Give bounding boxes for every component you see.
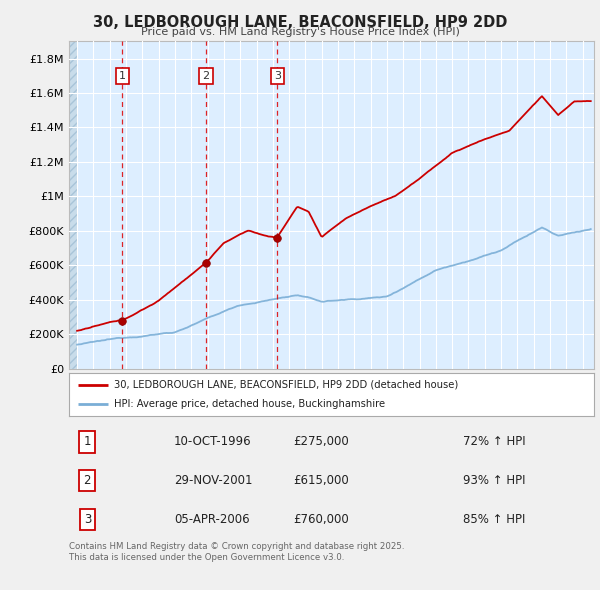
Text: 3: 3 xyxy=(83,513,91,526)
Text: 72% ↑ HPI: 72% ↑ HPI xyxy=(463,435,526,448)
Text: £615,000: £615,000 xyxy=(293,474,349,487)
Text: Price paid vs. HM Land Registry's House Price Index (HPI): Price paid vs. HM Land Registry's House … xyxy=(140,27,460,37)
Text: 85% ↑ HPI: 85% ↑ HPI xyxy=(463,513,525,526)
Text: £275,000: £275,000 xyxy=(293,435,349,448)
Text: HPI: Average price, detached house, Buckinghamshire: HPI: Average price, detached house, Buck… xyxy=(113,399,385,409)
Text: 3: 3 xyxy=(274,71,281,81)
Text: Contains HM Land Registry data © Crown copyright and database right 2025.
This d: Contains HM Land Registry data © Crown c… xyxy=(69,542,404,562)
Text: 2: 2 xyxy=(83,474,91,487)
Bar xyxy=(69,41,77,369)
Text: 1: 1 xyxy=(119,71,126,81)
Text: 05-APR-2006: 05-APR-2006 xyxy=(174,513,250,526)
Text: 29-NOV-2001: 29-NOV-2001 xyxy=(174,474,253,487)
Text: 30, LEDBOROUGH LANE, BEACONSFIELD, HP9 2DD (detached house): 30, LEDBOROUGH LANE, BEACONSFIELD, HP9 2… xyxy=(113,380,458,390)
Text: 10-OCT-1996: 10-OCT-1996 xyxy=(174,435,251,448)
Text: 93% ↑ HPI: 93% ↑ HPI xyxy=(463,474,525,487)
Text: 30, LEDBOROUGH LANE, BEACONSFIELD, HP9 2DD: 30, LEDBOROUGH LANE, BEACONSFIELD, HP9 2… xyxy=(93,15,507,30)
Text: £760,000: £760,000 xyxy=(293,513,349,526)
Text: 1: 1 xyxy=(83,435,91,448)
Text: 2: 2 xyxy=(203,71,209,81)
